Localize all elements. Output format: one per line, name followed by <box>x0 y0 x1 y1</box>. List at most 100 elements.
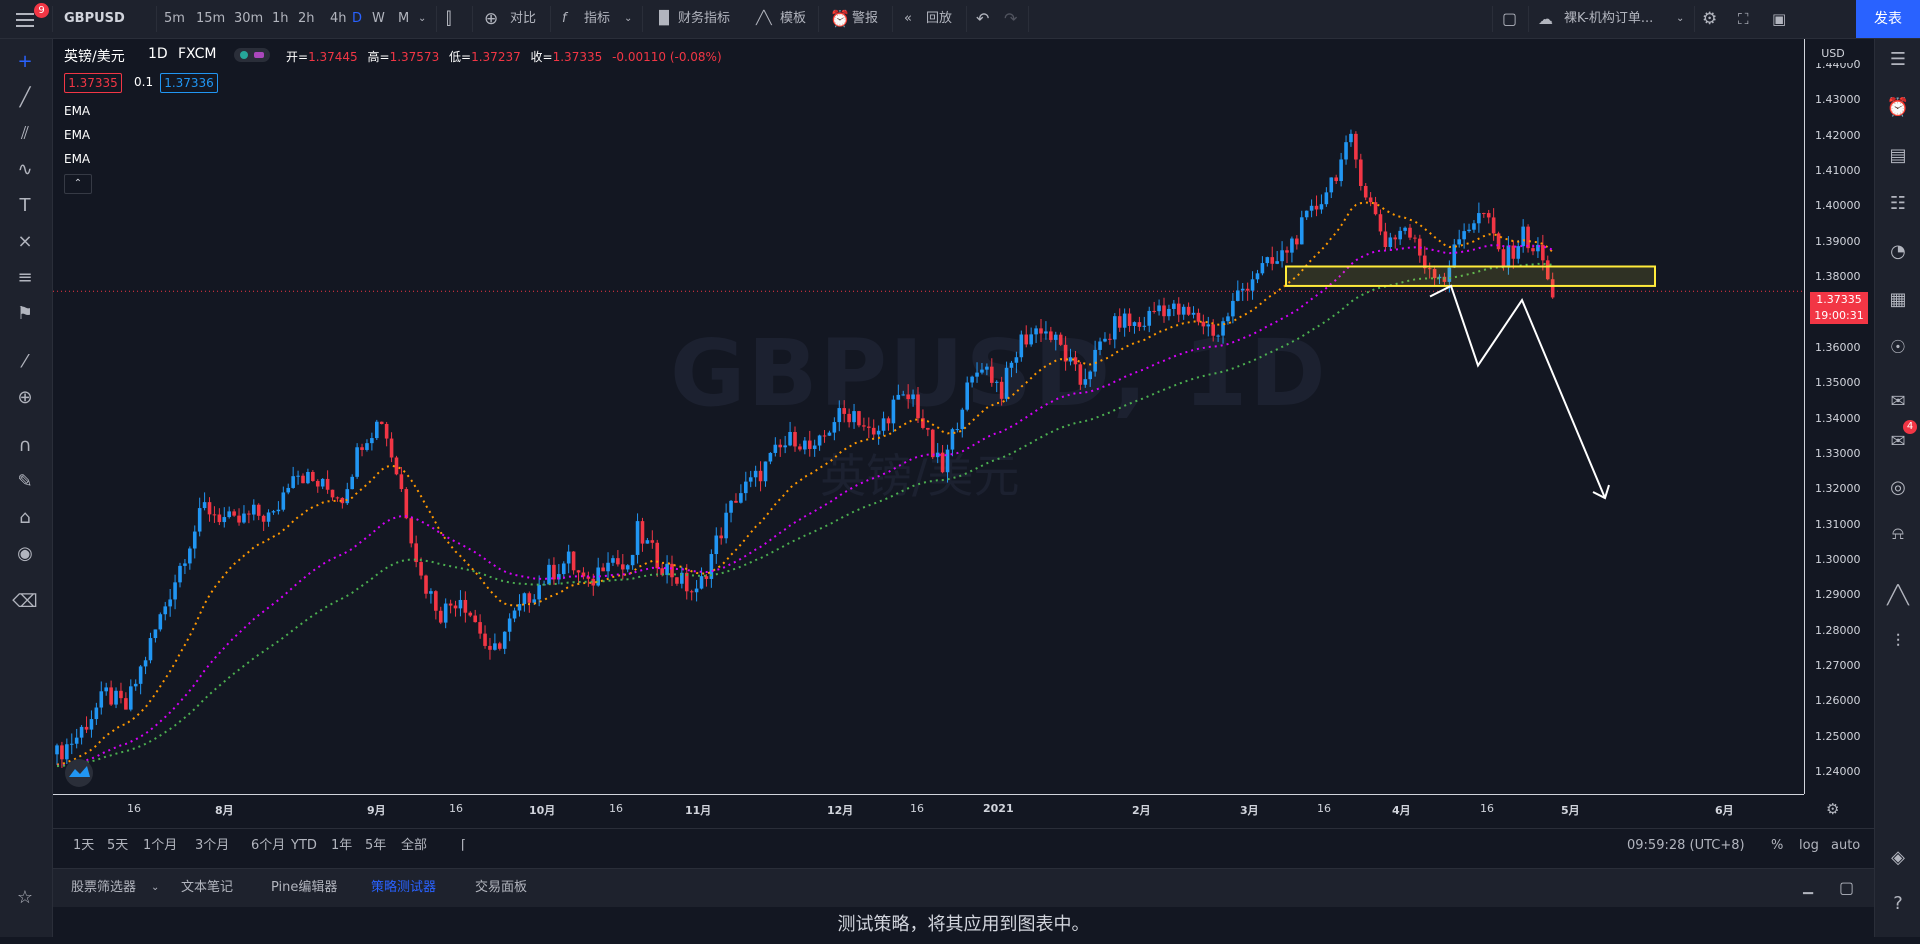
range-5[interactable]: YTD <box>291 838 317 853</box>
chart-canvas[interactable] <box>53 39 1804 794</box>
price-chart[interactable] <box>53 39 1804 794</box>
indicators-icon[interactable]: f <box>562 11 567 26</box>
indicator-ema-1[interactable]: EMA <box>64 104 91 118</box>
minimize-panel-icon[interactable]: ▁ <box>1803 880 1813 895</box>
chevron-down-icon[interactable]: ⌄ <box>418 13 427 24</box>
publish-button[interactable]: 发表 <box>1856 0 1920 38</box>
range-6[interactable]: 1年 <box>331 838 353 853</box>
streams-icon[interactable]: ◎ <box>1890 477 1906 498</box>
chats-icon[interactable]: ✉ <box>1890 431 1906 452</box>
help-icon[interactable]: ? <box>1893 893 1903 914</box>
chart-settings-gear-icon[interactable]: ⚙ <box>1826 800 1840 818</box>
prediction-icon[interactable]: ≡ <box>17 267 33 288</box>
trend-line-icon[interactable]: ╱ <box>19 87 31 108</box>
templates-icon[interactable]: ╱╲ <box>756 11 772 26</box>
pulse-icon[interactable]: ╱╲ <box>1887 585 1909 606</box>
indicators-button[interactable]: 指标 <box>584 11 611 26</box>
log-toggle[interactable]: log <box>1799 838 1819 853</box>
compare-button[interactable]: 对比 <box>510 11 537 26</box>
layout-select-icon[interactable]: ▢ <box>1502 9 1518 28</box>
news-icon[interactable]: ☷ <box>1889 193 1907 214</box>
ideas-icon[interactable]: ☉ <box>1889 337 1907 358</box>
auto-toggle[interactable]: auto <box>1831 838 1861 853</box>
replay-button[interactable]: 回放 <box>926 11 953 26</box>
alarm-icon[interactable]: ⏰ <box>830 9 850 28</box>
lock-icon[interactable]: ⌂ <box>19 507 31 528</box>
fullscreen-icon[interactable]: ⛶ <box>1738 10 1749 28</box>
chevron-down-icon[interactable]: ⌄ <box>1676 13 1685 24</box>
magnet-icon[interactable]: ∩ <box>18 435 32 456</box>
hotlist-icon[interactable]: ◔ <box>1890 241 1906 262</box>
interval-15m[interactable]: 15m <box>196 11 226 26</box>
watchlist-icon[interactable]: ☰ <box>1889 49 1907 70</box>
chevron-down-icon[interactable]: ⌄ <box>624 13 633 24</box>
interval-d[interactable]: D <box>352 11 363 26</box>
layers-icon[interactable]: ◈ <box>1891 847 1905 868</box>
bottom-tab-0[interactable]: 股票筛选器 <box>71 880 137 895</box>
lock-drawing-icon[interactable]: ✎ <box>17 471 33 492</box>
main-menu-button[interactable]: 9 <box>0 0 50 38</box>
range-2[interactable]: 1个月 <box>143 838 178 853</box>
range-8[interactable]: 全部 <box>401 838 428 853</box>
star-icon[interactable]: ☆ <box>16 887 34 908</box>
replay-icon[interactable]: « <box>904 11 912 26</box>
interval-4h[interactable]: 4h <box>330 11 347 26</box>
ruler-icon[interactable]: ⁄ <box>23 351 27 372</box>
gear-icon[interactable]: ⚙ <box>1702 9 1718 29</box>
calendar-icon[interactable]: ▦ <box>1889 289 1907 310</box>
interval-5m[interactable]: 5m <box>164 11 185 26</box>
alarm-clock-icon[interactable]: ⏰ <box>1886 97 1910 118</box>
ema-mid-line[interactable] <box>56 244 1554 767</box>
chat-icon[interactable]: ✉ <box>1890 391 1906 412</box>
pattern-icon[interactable]: ⨯ <box>17 231 33 252</box>
ema-slow-line[interactable] <box>56 262 1553 768</box>
brush-icon[interactable]: ∿ <box>17 159 33 180</box>
time-axis[interactable]: 16 8月 9月 16 10月 16 11月 12月 16 2021 2月 3月 16 4月 16 5月 6月 <box>53 794 1804 823</box>
bottom-tab-4[interactable]: 交易面板 <box>475 880 528 895</box>
resistance-zone[interactable] <box>1285 265 1656 287</box>
crosshair-icon[interactable]: + <box>17 51 33 72</box>
chevron-down-icon[interactable]: ⌄ <box>151 882 160 893</box>
projection-path[interactable] <box>1429 284 1606 499</box>
clock[interactable]: 09:59:28 (UTC+8) <box>1627 838 1745 853</box>
redo-icon[interactable]: ↷ <box>1004 9 1018 28</box>
bottom-tab-2[interactable]: Pine编辑器 <box>271 880 338 895</box>
layout-name[interactable]: 裸K-机构订单... <box>1564 11 1654 26</box>
buy-button[interactable]: 1.37336 <box>160 73 218 93</box>
range-7[interactable]: 5年 <box>365 838 387 853</box>
icons-tool-icon[interactable]: ⚑ <box>16 303 34 324</box>
notifications-icon[interactable]: ⍾ <box>1892 523 1904 544</box>
dom-icon[interactable]: ⫶ <box>1895 631 1901 652</box>
indicator-ema-3[interactable]: EMA <box>64 152 91 166</box>
zoom-icon[interactable]: ⊕ <box>17 387 33 408</box>
interval-30m[interactable]: 30m <box>234 11 264 26</box>
range-3[interactable]: 3个月 <box>195 838 230 853</box>
undo-icon[interactable]: ↶ <box>976 9 990 28</box>
range-4[interactable]: 6个月 <box>251 838 286 853</box>
templates-button[interactable]: 模板 <box>780 11 807 26</box>
tradingview-logo-icon[interactable] <box>65 759 93 787</box>
goto-date-icon[interactable]: ⌈ <box>461 838 467 853</box>
bottom-tab-3[interactable]: 策略测试器 <box>371 880 437 895</box>
compare-icon[interactable]: ⊕ <box>484 9 499 29</box>
symbol-search[interactable]: GBPUSD <box>64 11 125 26</box>
financials-icon[interactable]: ▐▌ <box>654 11 674 26</box>
financials-button[interactable]: 财务指标 <box>678 11 731 26</box>
percent-toggle[interactable]: % <box>1771 838 1784 853</box>
interval-w[interactable]: W <box>372 11 385 26</box>
range-1[interactable]: 5天 <box>107 838 129 853</box>
trash-icon[interactable]: ⌫ <box>12 591 38 612</box>
interval-2h[interactable]: 2h <box>298 11 315 26</box>
collapse-legend-button[interactable]: ⌃ <box>64 174 92 194</box>
sell-button[interactable]: 1.37335 <box>64 73 122 93</box>
range-0[interactable]: 1天 <box>73 838 95 853</box>
market-status-toggle[interactable] <box>234 48 270 62</box>
indicator-ema-2[interactable]: EMA <box>64 128 91 142</box>
price-axis[interactable]: 1.44000 1.43000 1.42000 1.41000 1.40000 1.390… <box>1804 39 1875 794</box>
interval-m[interactable]: M <box>398 11 410 26</box>
alerts-button[interactable]: 警报 <box>852 11 879 26</box>
text-icon[interactable]: T <box>19 195 31 216</box>
maximize-panel-icon[interactable]: ▢ <box>1839 878 1855 897</box>
legend-symbol[interactable]: 英镑/美元 <box>64 49 125 65</box>
candle-type-icon[interactable]: ⫿ <box>446 9 452 29</box>
